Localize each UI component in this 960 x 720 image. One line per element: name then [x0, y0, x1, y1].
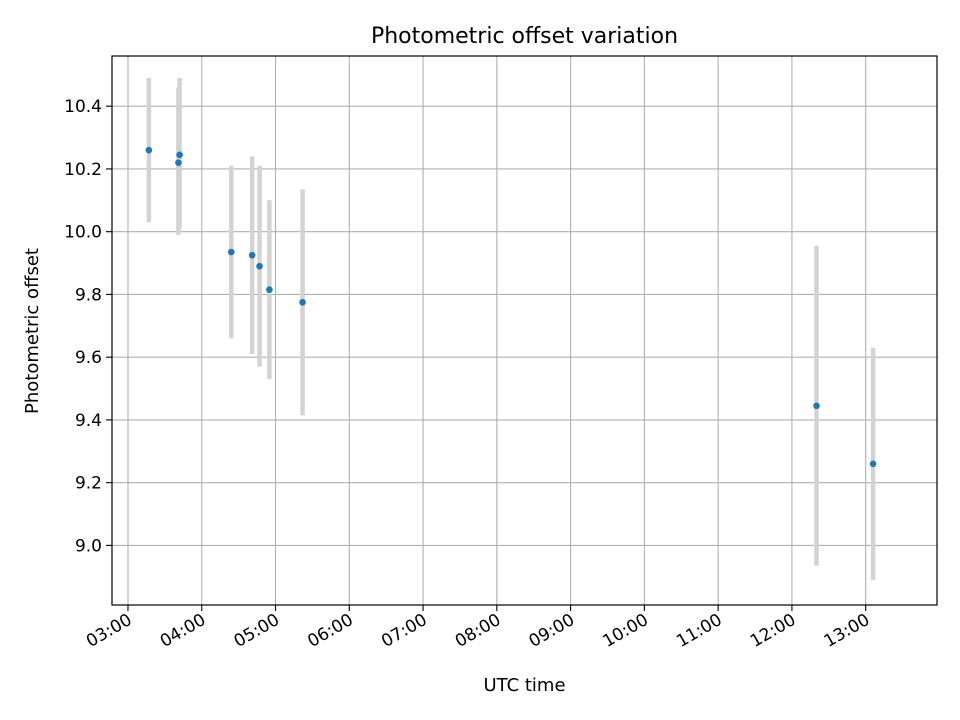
data-point: [176, 151, 183, 159]
chart-title: Photometric offset variation: [371, 24, 678, 49]
x-axis-label: UTC time: [483, 675, 565, 696]
data-points: [145, 146, 877, 468]
y-tick-label: 10.2: [64, 160, 102, 180]
grid: [112, 56, 937, 605]
data-point: [248, 251, 256, 259]
data-point: [227, 248, 235, 256]
data-point: [266, 286, 273, 294]
data-point: [145, 146, 153, 154]
data-point: [869, 460, 877, 468]
data-point: [813, 402, 820, 410]
y-tick-label: 10.4: [64, 97, 102, 117]
y-tick-label: 9.8: [75, 285, 102, 305]
y-axis-label: Photometric offset: [22, 248, 43, 414]
data-point: [299, 298, 306, 306]
y-tick-label: 9.2: [75, 474, 102, 494]
y-tick-label: 9.6: [75, 348, 102, 368]
y-tick-label: 10.0: [64, 223, 102, 243]
y-tick-label: 9.4: [75, 411, 102, 431]
data-point: [175, 159, 182, 166]
plot-frame: [111, 55, 938, 606]
data-point: [256, 262, 263, 270]
y-axis-ticks: 9.0 9.2 9.4 9.6 9.8 10.0 10.2 10.4: [64, 97, 112, 556]
y-tick-label: 9.0: [75, 536, 102, 556]
